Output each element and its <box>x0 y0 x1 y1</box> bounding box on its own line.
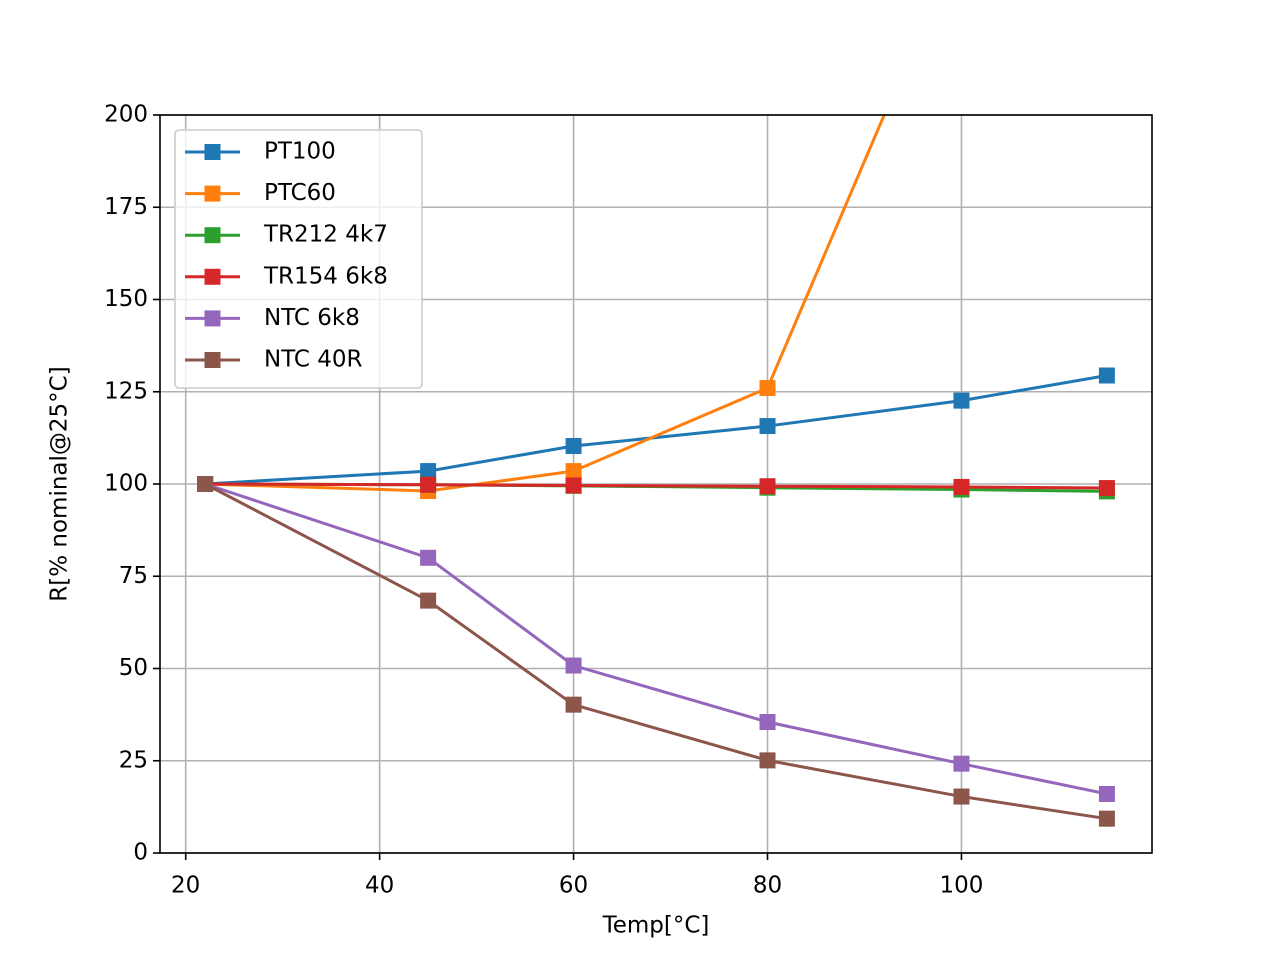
x-tick-label: 60 <box>559 873 588 899</box>
legend-marker <box>204 227 221 244</box>
marker <box>759 418 776 435</box>
marker <box>953 392 970 409</box>
marker <box>420 549 437 566</box>
marker <box>953 478 970 495</box>
x-tick-label: 40 <box>365 873 394 899</box>
legend-label: NTC 40R <box>264 347 363 373</box>
y-tick-label: 125 <box>104 378 148 404</box>
y-axis-label: R[% nominal@25°C] <box>47 366 73 601</box>
marker <box>759 478 776 495</box>
legend-label: PTC60 <box>264 180 336 206</box>
y-tick-label: 75 <box>119 563 148 589</box>
marker <box>197 476 214 492</box>
marker <box>759 752 776 769</box>
legend-marker <box>204 352 221 368</box>
legend-marker <box>204 268 221 285</box>
x-tick-label: 80 <box>753 873 782 899</box>
marker <box>1098 810 1115 827</box>
marker <box>1098 480 1115 497</box>
y-tick-label: 150 <box>104 286 148 312</box>
series-line <box>204 482 1108 796</box>
series-line <box>205 482 1107 490</box>
marker <box>565 657 582 674</box>
marker <box>565 463 582 480</box>
marker <box>420 463 437 480</box>
marker <box>565 477 582 494</box>
x-axis-label: Temp[°C] <box>602 913 710 939</box>
legend-marker <box>204 144 221 160</box>
marker <box>1098 785 1115 802</box>
legend-label: TR212 4k7 <box>263 222 388 248</box>
marker <box>420 476 437 493</box>
x-tick-label: 100 <box>940 873 984 899</box>
plot-frame <box>159 114 1153 854</box>
series-line <box>205 115 886 493</box>
marker <box>565 437 582 454</box>
legend-marker <box>204 310 221 327</box>
legend-marker <box>204 185 221 202</box>
marker <box>953 755 970 772</box>
series-line <box>204 482 1108 821</box>
y-tick-label: 50 <box>119 655 148 681</box>
y-tick-label: 25 <box>119 747 148 773</box>
legend-label: TR154 6k8 <box>263 263 388 289</box>
marker <box>420 592 437 609</box>
y-tick-label: 200 <box>104 102 148 128</box>
series-line <box>205 374 1108 486</box>
y-tick-label: 0 <box>133 840 148 866</box>
legend-label: PT100 <box>264 139 336 165</box>
marker <box>1098 367 1115 384</box>
legend-label: NTC 6k8 <box>264 305 360 331</box>
x-tick-label: 20 <box>171 873 200 899</box>
y-tick-label: 100 <box>104 471 148 497</box>
marker <box>759 380 776 397</box>
marker <box>565 696 582 713</box>
plot-area <box>197 115 1115 827</box>
y-tick-label: 175 <box>104 194 148 220</box>
marker <box>759 714 776 731</box>
marker <box>953 788 970 805</box>
